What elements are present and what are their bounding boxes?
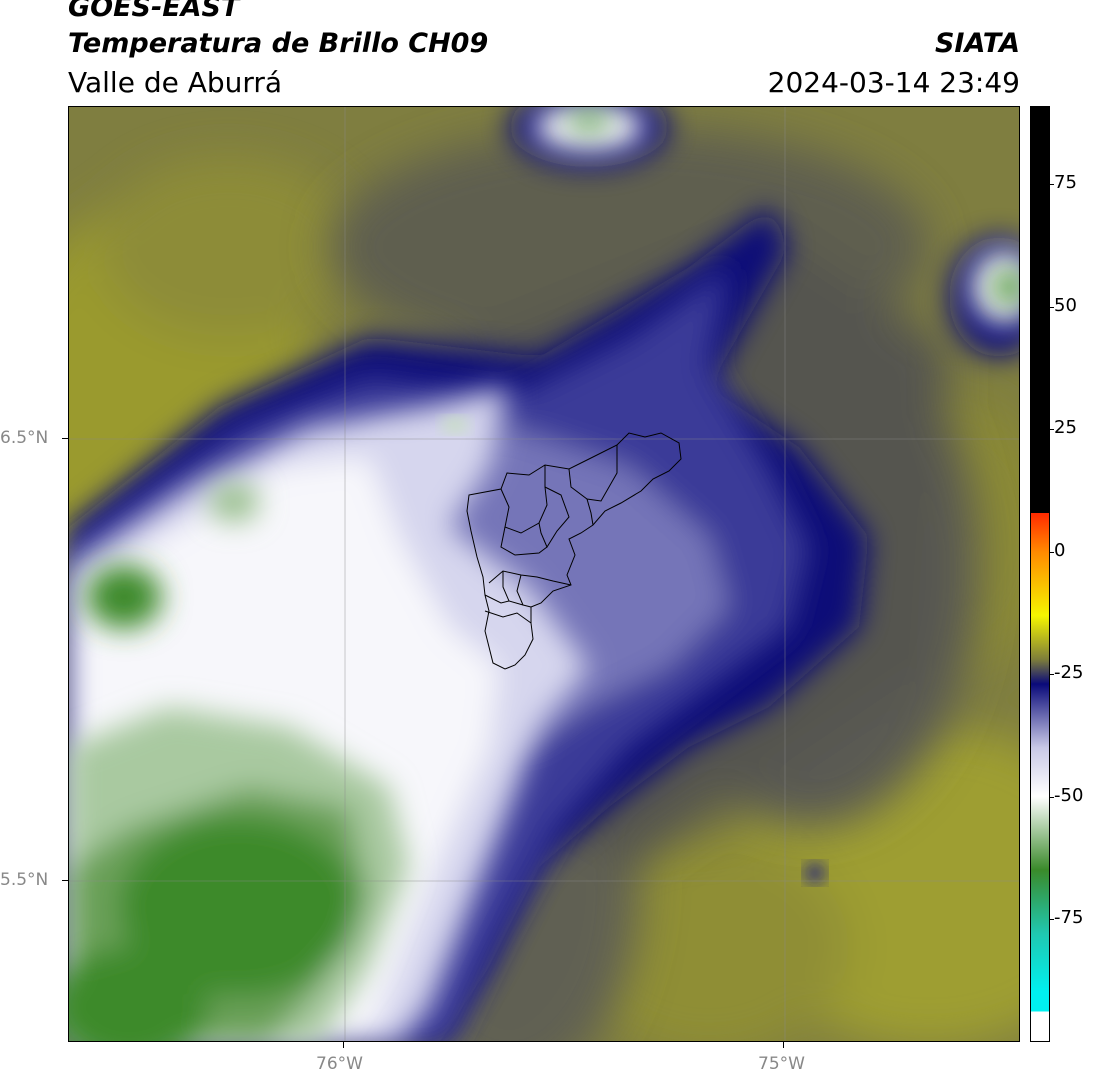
lat-label-5-5n: 5.5°N [0,870,49,890]
timestamp-label: 2024-03-14 23:49 [767,66,1020,99]
small-cold-spot [441,417,469,433]
map-subtitle: Temperatura de Brillo CH09 [68,28,489,59]
colorbar-tick-5: -50 [1054,784,1084,806]
region-label: Valle de Aburrá [68,66,283,99]
colorbar-tick-3: 0 [1054,539,1066,561]
organization-label: SIATA [934,28,1020,59]
lon-tick-76w [343,1042,344,1048]
cloud-green-regions [69,111,1019,1041]
basin-boundaries [466,432,682,670]
lat-tick-5-5n [62,880,68,881]
map-canvas [69,107,1019,1041]
colorbar-tick-mark [1050,919,1054,921]
colorbar-tick-mark [1050,429,1054,431]
map-title: GOES-EAST [68,0,240,23]
temperature-colorbar [1030,106,1050,1042]
lon-tick-75w [783,1042,784,1048]
colorbar-tick-1: 50 [1054,294,1077,316]
lat-tick-6-5n [62,438,68,439]
colorbar-tick-0: 75 [1054,172,1077,194]
brightness-temperature-map[interactable] [68,106,1020,1042]
colorbar-tick-mark [1050,184,1054,186]
map-gridlines [69,107,1019,1041]
colorbar-tick-mark [1050,551,1054,553]
colorbar-tick-2: 25 [1054,417,1077,439]
colorbar-tick-mark [1050,674,1054,676]
colorbar-tick-mark [1050,796,1054,798]
lon-label-76w: 76°W [316,1054,363,1074]
lon-label-75w: 75°W [758,1054,805,1074]
lat-label-6-5n: 6.5°N [0,428,49,448]
colorbar-tick-4: -25 [1054,662,1084,684]
colorbar-tick-6: -75 [1054,907,1084,929]
colorbar-tick-mark [1050,306,1054,308]
small-cold-cell [805,863,825,883]
